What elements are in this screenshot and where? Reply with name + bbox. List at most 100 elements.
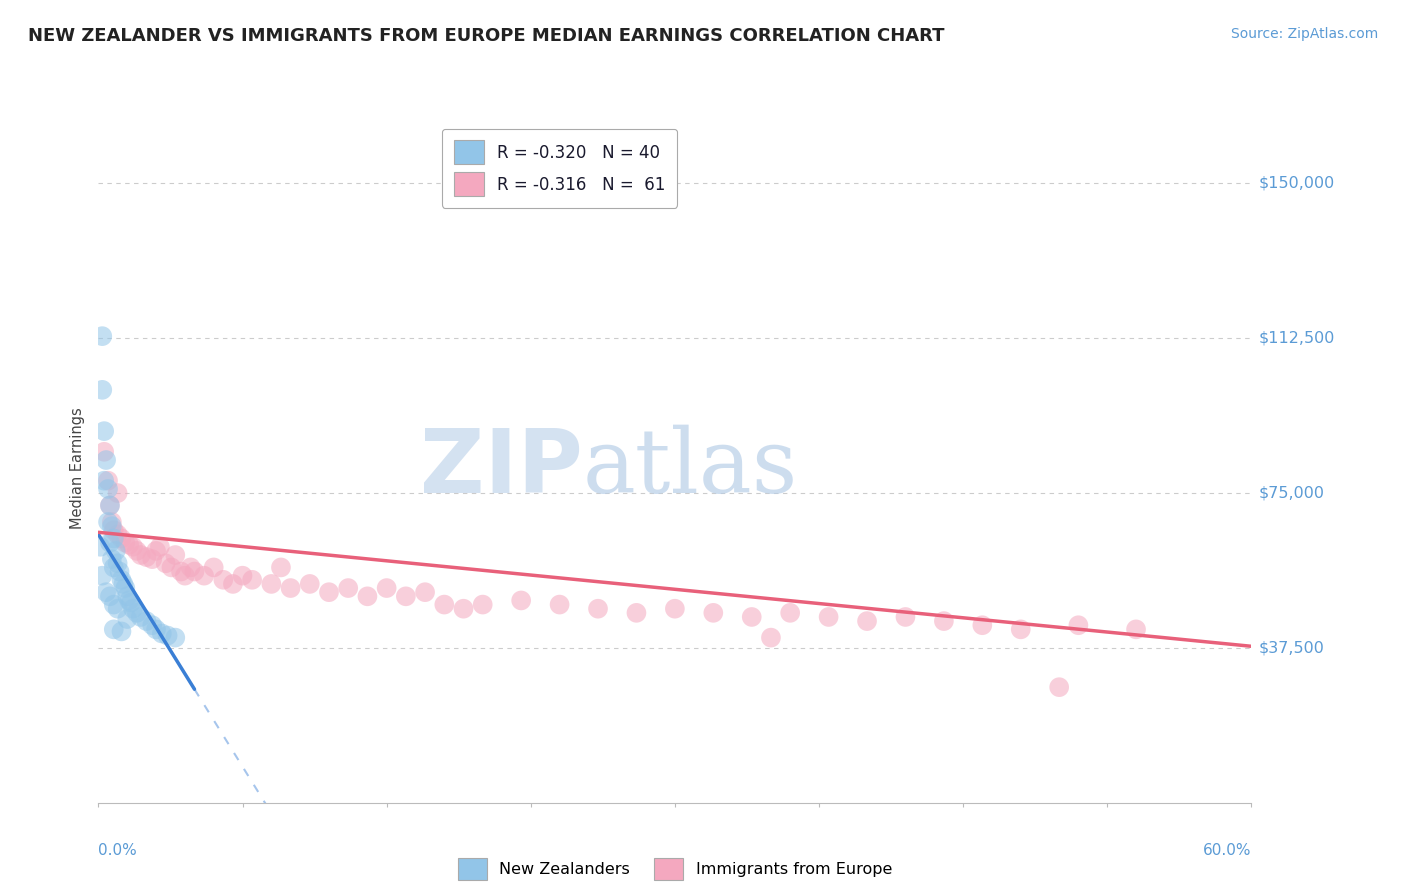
Point [129,548,152,562]
Point [107,527,129,541]
Point [110,624,132,639]
Point [135,614,157,628]
Point [222,577,245,591]
Text: $75,000: $75,000 [1258,485,1324,500]
Point [145,623,167,637]
Point [104,544,127,558]
Point [180,560,202,574]
Point [94,585,117,599]
Point [125,544,148,558]
Point [702,606,724,620]
Point [183,565,205,579]
Point [98,499,121,513]
Point [93,424,115,438]
Legend: New Zealanders, Immigrants from Europe: New Zealanders, Immigrants from Europe [450,850,900,888]
Point [94,453,117,467]
Point [453,601,475,615]
Point [413,585,436,599]
Point [141,552,163,566]
Point [125,606,148,620]
Point [160,560,183,574]
Point [110,532,132,546]
Point [145,544,167,558]
Point [117,590,138,604]
Point [98,535,121,549]
Point [510,593,533,607]
Point [170,565,193,579]
Text: 60.0%: 60.0% [1204,843,1251,858]
Point [112,577,135,591]
Point [101,519,124,533]
Point [91,329,114,343]
Text: 0.0%: 0.0% [98,843,138,858]
Point [150,626,173,640]
Point [103,623,125,637]
Point [548,598,571,612]
Point [117,612,138,626]
Point [817,610,839,624]
Point [471,598,494,612]
Point [97,515,120,529]
Point [174,568,197,582]
Text: $112,500: $112,500 [1258,331,1334,346]
Point [395,590,418,604]
Point [129,610,152,624]
Point [91,568,114,582]
Point [280,581,302,595]
Point [149,540,172,554]
Point [1067,618,1090,632]
Point [103,598,125,612]
Point [135,550,157,565]
Point [932,614,955,628]
Text: $150,000: $150,000 [1258,176,1334,191]
Point [103,560,125,574]
Point [779,606,801,620]
Text: atlas: atlas [582,425,797,512]
Point [107,601,129,615]
Point [165,548,187,562]
Point [122,540,145,554]
Point [118,593,141,607]
Point [97,474,120,488]
Point [193,568,215,582]
Point [375,581,398,595]
Text: ZIP: ZIP [420,425,582,512]
Point [972,618,994,632]
Point [103,532,125,546]
Point [856,614,879,628]
Point [108,565,131,579]
Point [101,552,124,566]
Point [118,538,141,552]
Point [93,444,115,458]
Text: Source: ZipAtlas.com: Source: ZipAtlas.com [1230,27,1378,41]
Point [165,631,187,645]
Point [240,573,263,587]
Point [260,577,283,591]
Point [298,577,321,591]
Point [212,573,235,587]
Point [89,540,111,554]
Point [202,560,225,574]
Point [894,610,917,624]
Point [337,581,360,595]
Point [98,499,121,513]
Point [626,606,648,620]
Point [586,601,609,615]
Point [93,474,115,488]
Point [110,573,132,587]
Point [759,631,782,645]
Point [1010,623,1032,637]
Point [231,568,254,582]
Point [103,523,125,537]
Point [120,595,142,609]
Point [114,535,136,549]
Y-axis label: Median Earnings: Median Earnings [70,408,86,529]
Point [156,628,179,642]
Point [97,482,120,496]
Point [741,610,763,624]
Point [318,585,340,599]
Text: $37,500: $37,500 [1258,640,1324,656]
Point [122,601,145,615]
Point [98,590,121,604]
Text: NEW ZEALANDER VS IMMIGRANTS FROM EUROPE MEDIAN EARNINGS CORRELATION CHART: NEW ZEALANDER VS IMMIGRANTS FROM EUROPE … [28,27,945,45]
